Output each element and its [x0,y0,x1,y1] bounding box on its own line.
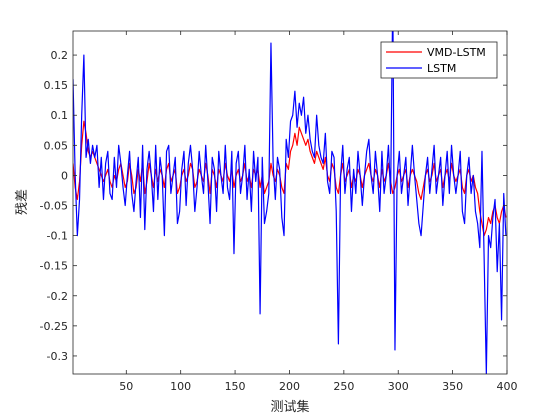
y-tick-label: -0.2 [47,290,68,303]
series-layer [73,31,507,374]
legend-label-lstm: LSTM [427,62,456,75]
y-tick-label: 0 [61,169,68,182]
x-tick-label: 350 [442,380,463,393]
y-tick-label: 0.2 [51,49,69,62]
legend: VMD-LSTM LSTM [380,41,498,79]
series-line-lstm [73,31,507,374]
plot-background [73,31,507,374]
y-tick-label: -0.15 [40,260,68,273]
x-tick-label: 150 [225,380,246,393]
y-tick-label: 0.1 [51,109,69,122]
y-tick-label: -0.3 [47,350,68,363]
x-tick-label: 250 [333,380,354,393]
plot-frame [72,30,508,375]
series-line-vmd-lstm [73,120,507,237]
x-tick-label: 400 [497,380,518,393]
y-tick-label: -0.05 [40,200,68,213]
legend-label-vmd-lstm: VMD-LSTM [427,46,486,59]
y-tick-label: -0.25 [40,320,68,333]
plot-area [72,30,508,375]
y-tick-label: -0.1 [47,230,68,243]
x-axis-ticks: 50 100 150 200 250 300 350 400 [119,31,518,393]
x-tick-label: 50 [119,380,133,393]
x-tick-label: 200 [279,380,300,393]
x-tick-label: 300 [388,380,409,393]
y-axis-label: 残差 [15,189,30,215]
legend-box [380,41,498,79]
x-tick-label: 100 [170,380,191,393]
y-axis-ticks: 0.2 0.15 0.1 0.05 0 -0.05 -0.1 -0.15 -0.2 -0.25 -0… [40,49,507,363]
y-tick-label: 0.05 [44,139,69,152]
x-axis-label: 测试集 [270,399,309,415]
y-tick-label: 0.15 [44,79,69,92]
